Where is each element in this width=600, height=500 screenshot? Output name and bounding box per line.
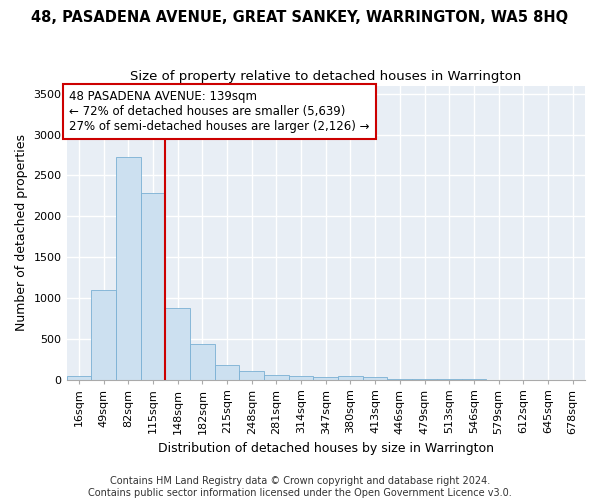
Bar [313,377,338,380]
Bar [363,377,388,380]
Bar [116,156,140,380]
Bar [190,344,215,380]
Text: Contains HM Land Registry data © Crown copyright and database right 2024.
Contai: Contains HM Land Registry data © Crown c… [88,476,512,498]
Bar [289,376,313,380]
Bar [215,365,239,380]
Bar [165,308,190,380]
Bar [338,376,363,380]
Bar [91,290,116,380]
Bar [239,372,264,380]
Text: 48, PASADENA AVENUE, GREAT SANKEY, WARRINGTON, WA5 8HQ: 48, PASADENA AVENUE, GREAT SANKEY, WARRI… [31,10,569,25]
Text: 48 PASADENA AVENUE: 139sqm
← 72% of detached houses are smaller (5,639)
27% of s: 48 PASADENA AVENUE: 139sqm ← 72% of deta… [69,90,370,133]
Bar [264,374,289,380]
Title: Size of property relative to detached houses in Warrington: Size of property relative to detached ho… [130,70,521,83]
Y-axis label: Number of detached properties: Number of detached properties [15,134,28,331]
Bar [388,378,412,380]
Bar [67,376,91,380]
Bar [140,194,165,380]
X-axis label: Distribution of detached houses by size in Warrington: Distribution of detached houses by size … [158,442,494,455]
